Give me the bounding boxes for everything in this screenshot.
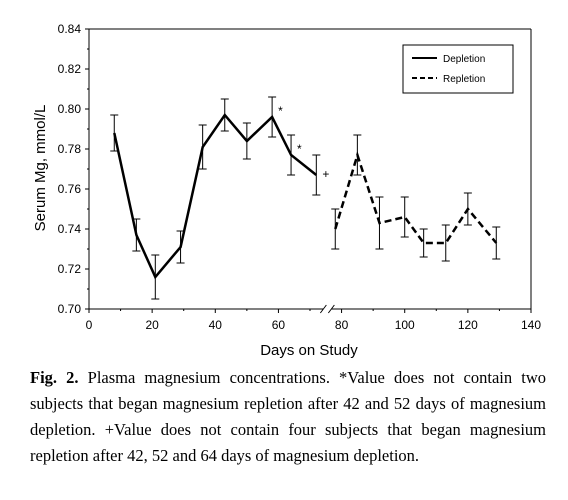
y-tick-label: 0.84 (58, 22, 82, 36)
axis-break-mark-left (319, 304, 327, 314)
x-tick-label: 100 (395, 318, 415, 332)
series-layer (110, 96, 501, 300)
caption-text: Plasma magnesium concentrations. *Value … (30, 368, 546, 465)
x-axis-title: Days on Study (260, 342, 358, 359)
y-tick-label: 0.82 (58, 62, 82, 76)
y-tick-label: 0.76 (58, 182, 82, 196)
annotation-mark: * (278, 104, 283, 118)
x-axis: 0 20 40 60 80 100 120 140 (86, 309, 541, 332)
y-tick-label: 0.74 (58, 222, 82, 236)
annotation-mark: + (322, 167, 329, 181)
annotation-layer: * * + (278, 104, 329, 181)
series-line-repletion (334, 150, 498, 245)
annotation-mark: * (297, 142, 302, 156)
chart: 0 20 40 60 80 100 120 140 0.700.720.740.760.780… (32, 22, 541, 359)
x-tick-label: 80 (335, 318, 349, 332)
series-line-depletion (113, 112, 318, 280)
legend-depletion-label: Depletion (443, 54, 485, 65)
y-axis: 0.70 0.72 0.74 0.76 0.78 0.80 0.82 0.84 (58, 22, 89, 316)
legend-repletion-label: Repletion (443, 74, 485, 85)
series-depletion (110, 96, 321, 300)
x-tick-label: 120 (458, 318, 478, 332)
x-tick-label: 40 (209, 318, 223, 332)
y-tick-label: 0.72 (58, 262, 82, 276)
x-tick-label: 20 (145, 318, 159, 332)
figure-caption: Fig. 2. Plasma magnesium concentrations.… (30, 365, 546, 469)
x-tick-label: 140 (521, 318, 541, 332)
y-axis-title: Serum Mg, mmol/L (32, 105, 49, 232)
y-tick-label: 0.70 (58, 302, 82, 316)
y-tick-label: 0.80 (58, 102, 82, 116)
x-tick-label: 0 (86, 318, 93, 332)
axis-break-mark-right (327, 304, 335, 314)
x-tick-label: 60 (272, 318, 286, 332)
y-tick-label: 0.78 (58, 142, 82, 156)
caption-label: Fig. 2. (30, 368, 79, 387)
series-repletion (331, 134, 501, 262)
legend: Depletion Repletion (402, 44, 514, 94)
legend-box (402, 44, 514, 94)
